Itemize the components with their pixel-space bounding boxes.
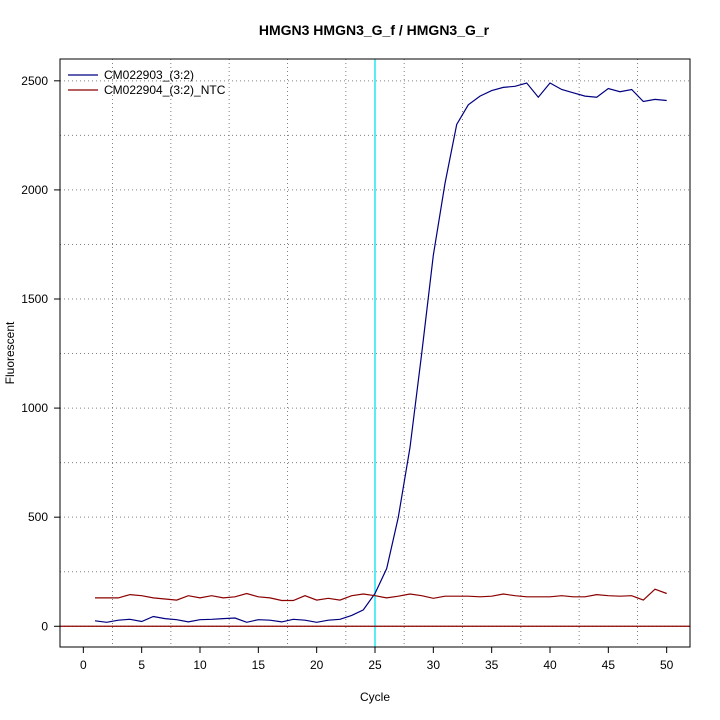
legend: CM022903_(3:2)CM022904_(3:2)_NTC	[68, 68, 226, 97]
x-tick-label: 20	[310, 658, 324, 672]
y-tick-label: 0	[41, 619, 48, 633]
x-tick-label: 25	[368, 658, 382, 672]
y-axis-title: Fluorescent	[3, 321, 17, 384]
x-tick-label: 40	[543, 658, 557, 672]
y-axis: 0 500 1000 1500 2000 2500	[21, 74, 61, 633]
x-axis-title: Cycle	[360, 690, 390, 704]
chart-title: HMGN3 HMGN3_G_f / HMGN3_G_r	[259, 22, 490, 38]
y-tick-label: 2000	[21, 183, 48, 197]
x-tick-label: 35	[485, 658, 499, 672]
series-line-2	[95, 588, 667, 602]
x-tick-label: 0	[80, 658, 87, 672]
x-tick-label: 5	[138, 658, 145, 672]
x-tick-label: 50	[660, 658, 674, 672]
legend-label-2: CM022904_(3:2)_NTC	[104, 83, 226, 97]
x-tick-label: 10	[193, 658, 207, 672]
x-tick-label: 30	[427, 658, 441, 672]
y-tick-label: 1500	[21, 292, 48, 306]
legend-label-1: CM022903_(3:2)	[104, 68, 194, 82]
x-tick-label: 15	[252, 658, 266, 672]
series-group	[94, 82, 667, 623]
x-axis: 0 5 10 15 20 25 30 35 40 45 50	[80, 646, 674, 672]
x-tick-label: 45	[602, 658, 616, 672]
y-tick-label: 2500	[21, 74, 48, 88]
y-tick-label: 1000	[21, 401, 48, 415]
y-tick-label: 500	[28, 510, 48, 524]
series-line-1	[94, 82, 667, 623]
